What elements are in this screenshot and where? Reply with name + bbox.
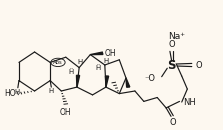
Text: O: O	[168, 40, 175, 49]
Text: H: H	[14, 89, 19, 95]
Text: ⁻O: ⁻O	[144, 74, 155, 83]
Text: OH: OH	[105, 49, 116, 58]
Text: OH: OH	[60, 108, 72, 117]
Text: Na⁺: Na⁺	[168, 32, 185, 41]
Polygon shape	[90, 52, 103, 55]
Text: NH: NH	[184, 98, 196, 107]
Text: H: H	[103, 58, 109, 64]
Text: H: H	[78, 59, 83, 65]
Polygon shape	[126, 78, 130, 87]
Text: O: O	[170, 118, 177, 127]
Text: S: S	[167, 58, 176, 72]
Text: HO: HO	[4, 89, 16, 98]
Polygon shape	[76, 75, 80, 87]
Text: H: H	[49, 88, 54, 94]
Text: Abs: Abs	[53, 60, 63, 65]
Text: Ḧ: Ḧ	[69, 69, 74, 74]
Text: O: O	[196, 60, 202, 70]
Polygon shape	[105, 76, 109, 87]
Text: Ḧ: Ḧ	[95, 65, 101, 71]
